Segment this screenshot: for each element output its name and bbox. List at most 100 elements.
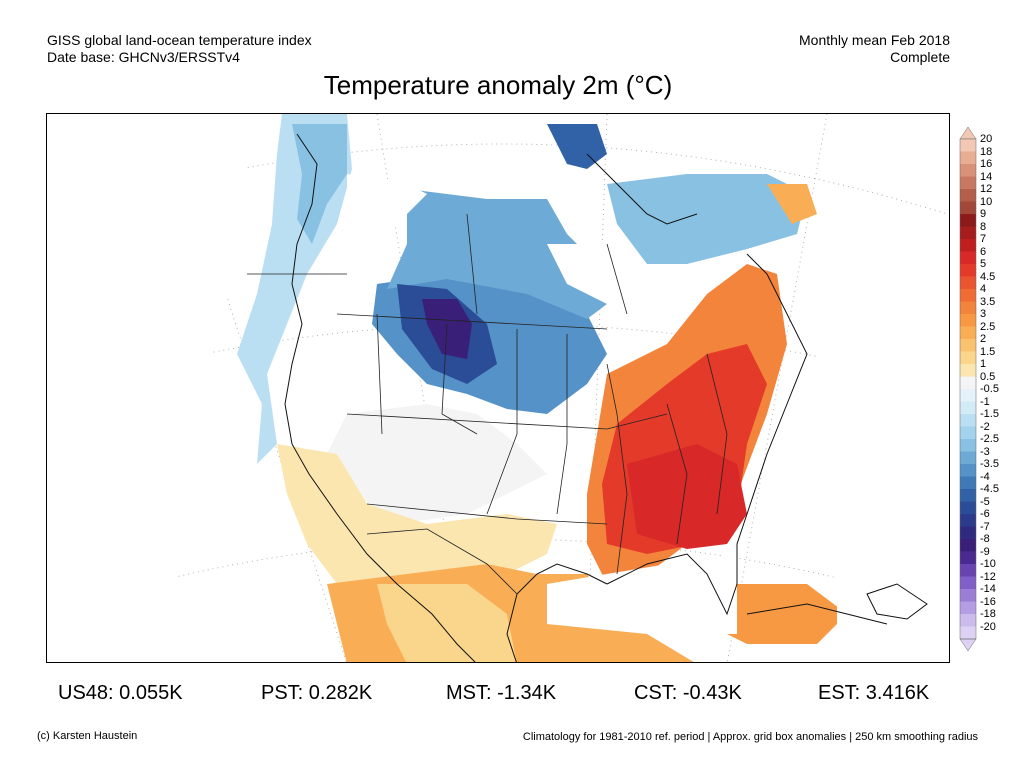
colorbar-outline xyxy=(959,138,977,640)
colorbar-tick-label: -18 xyxy=(980,608,996,620)
colorbar-swatch xyxy=(960,501,976,515)
colorbar-swatch xyxy=(960,264,976,277)
colorbar-swatch xyxy=(960,239,976,252)
colorbar-swatch xyxy=(960,401,976,415)
colorbar-swatch xyxy=(960,439,976,452)
colorbar-tick-label: -20 xyxy=(980,620,996,633)
shade-maritimes-orange xyxy=(767,184,817,224)
stat-mst: MST: -1.34K xyxy=(446,682,557,704)
colorbar-tick-label: -7 xyxy=(980,520,990,533)
colorbar-tick-label: 3 xyxy=(980,308,987,320)
colorbar-tick-label: 12 xyxy=(980,183,993,195)
colorbar-swatch xyxy=(960,351,976,365)
colorbar-swatch xyxy=(960,214,976,227)
colorbar-tick-label: -6 xyxy=(980,508,990,520)
header-status: Complete xyxy=(890,49,950,65)
colorbar-swatch xyxy=(960,176,976,190)
colorbar-tick-label: 10 xyxy=(980,195,993,208)
colorbar-tick-label: 5 xyxy=(980,258,987,270)
colorbar-tick-label: -0.5 xyxy=(980,383,999,395)
colorbar-swatch xyxy=(960,301,976,315)
colorbar-tick-label: -1.5 xyxy=(980,408,999,420)
colorbar-swatch xyxy=(960,314,976,327)
colorbar-tick-label: 2.5 xyxy=(980,320,996,333)
colorbar-tick-label: 16 xyxy=(980,158,993,170)
colorbar-tick-label: -12 xyxy=(980,570,996,583)
colorbar-tick-label: 18 xyxy=(980,145,993,158)
colorbar-swatch xyxy=(960,226,976,240)
colorbar-swatch xyxy=(960,326,976,340)
colorbar-tick-label: 1.5 xyxy=(980,345,996,358)
colorbar-tick-label: 8 xyxy=(980,220,987,233)
colorbar-swatch xyxy=(960,339,976,352)
colorbar-tick-label: -3.5 xyxy=(980,458,999,470)
colorbar-tick-label: -14 xyxy=(980,583,996,595)
colorbar-tick-label: -5 xyxy=(980,495,990,508)
colorbar-tick-label: 2 xyxy=(980,333,987,345)
header-period: Monthly mean Feb 2018 xyxy=(799,32,950,48)
colorbar-swatch xyxy=(960,164,976,177)
credit-text: (c) Karsten Haustein xyxy=(37,730,138,742)
colorbar-swatch xyxy=(960,514,976,527)
colorbar-bottom-arrow xyxy=(959,638,977,652)
stat-us48: US48: 0.055K xyxy=(58,682,183,704)
stat-pst: PST: 0.282K xyxy=(261,682,373,704)
regional-stats: US48: 0.055K PST: 0.282K MST: -1.34K CST… xyxy=(0,682,1024,706)
colorbar-swatch xyxy=(960,601,976,615)
colorbar-swatch xyxy=(960,276,976,290)
colorbar-swatch xyxy=(960,564,976,577)
colorbar-swatch xyxy=(960,464,976,477)
colorbar-tick-label: -16 xyxy=(980,595,996,608)
no-data-pacific xyxy=(47,114,247,662)
no-data-hudson xyxy=(547,244,647,304)
header-data-base: Date base: GHCNv3/ERSSTv4 xyxy=(47,49,240,65)
shade-canada-blue xyxy=(387,189,607,319)
colorbar-tick-label: 14 xyxy=(980,170,993,183)
no-data-gulf xyxy=(547,554,737,634)
map-title: Temperature anomaly 2m (°C) xyxy=(323,70,673,100)
no-data-areas xyxy=(47,114,949,662)
colorbar-swatch xyxy=(960,539,976,552)
colorbar-swatch xyxy=(960,289,976,302)
colorbar-tick-label: 7 xyxy=(980,233,987,245)
colorbar-swatch xyxy=(960,476,976,490)
colorbar-swatch xyxy=(960,189,976,202)
anomaly-shading xyxy=(237,114,847,662)
colorbar-swatch xyxy=(960,201,976,215)
colorbar-swatch xyxy=(960,526,976,540)
colorbar-swatch xyxy=(960,576,976,590)
colorbar-tick-label: 6 xyxy=(980,245,987,258)
header-right: Monthly mean Feb 2018 Complete xyxy=(799,32,950,66)
anomaly-map xyxy=(46,113,950,663)
shade-mexico-light xyxy=(377,584,517,662)
colorbar-swatch xyxy=(960,614,976,627)
colorbar-swatch xyxy=(960,151,976,165)
stat-cst: CST: -0.43K xyxy=(634,682,742,704)
colorbar-swatch xyxy=(960,551,976,565)
colorbar-tick-label: 1 xyxy=(980,358,987,370)
colorbar-tick-label: 0.5 xyxy=(980,370,996,383)
colorbar-swatch xyxy=(960,251,976,265)
colorbar-tick-label: -1 xyxy=(980,395,990,408)
colorbar-swatch xyxy=(960,489,976,502)
colorbar-tick-label: -8 xyxy=(980,533,990,545)
colorbar xyxy=(958,126,978,652)
shade-southeast-deep-red xyxy=(627,444,747,549)
coastlines xyxy=(284,133,928,662)
shade-labrador-blue xyxy=(607,174,807,264)
shade-greenland-blue xyxy=(547,124,607,169)
colorbar-tick-label: 4.5 xyxy=(980,270,996,283)
header-dataset-title: GISS global land-ocean temperature index xyxy=(47,32,312,48)
colorbar-tick-label: -10 xyxy=(980,558,996,570)
colorbar-swatch xyxy=(960,426,976,440)
shade-southwest-tan xyxy=(277,444,557,594)
shade-alaska-blue xyxy=(292,124,347,244)
colorbar-swatch xyxy=(960,589,976,602)
colorbar-scale xyxy=(959,126,977,652)
colorbar-swatch xyxy=(960,389,976,402)
footnote-text: Climatology for 1981-2010 ref. period | … xyxy=(522,731,978,743)
colorbar-tick-label: 9 xyxy=(980,208,987,220)
colorbar-tick-label: 4 xyxy=(980,283,987,295)
political-borders xyxy=(247,213,728,595)
colorbar-top-arrow xyxy=(959,126,977,140)
